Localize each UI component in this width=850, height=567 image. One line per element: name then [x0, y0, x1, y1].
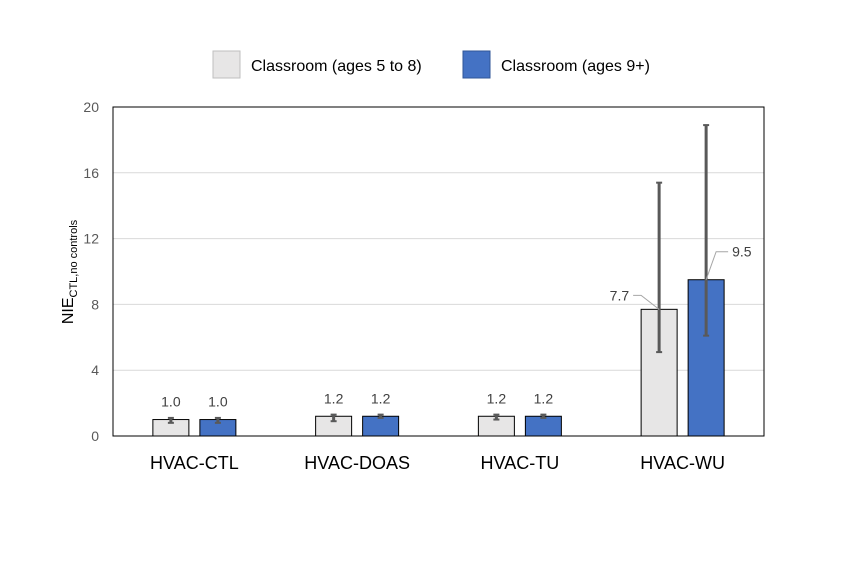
x-tick-label: HVAC-DOAS	[304, 453, 410, 473]
data-label-leader	[633, 294, 660, 310]
data-label: 1.0	[208, 394, 228, 410]
x-tick-label: HVAC-CTL	[150, 453, 239, 473]
data-label: 1.2	[487, 390, 507, 406]
legend: Classroom (ages 5 to 8) Classroom (ages 9…	[212, 50, 650, 79]
bar	[362, 415, 400, 437]
bars	[152, 279, 725, 437]
data-label: 9.5	[732, 244, 752, 260]
legend-swatch	[462, 50, 491, 79]
y-axis-label-subscript: CTL,no controls	[68, 219, 80, 297]
x-axis-ticks: HVAC-CTL HVAC-DOAS HVAC-TU HVAC-WU	[150, 453, 725, 473]
data-label: 1.2	[534, 390, 554, 406]
data-label: 1.2	[371, 390, 391, 406]
y-axis-ticks: 0 4 8 12 16 20	[83, 99, 99, 444]
y-tick-label: 12	[83, 231, 99, 247]
y-tick-label: 16	[83, 165, 99, 181]
y-tick-label: 20	[83, 99, 99, 115]
y-axis-label: NIECTL,no controls	[60, 219, 80, 324]
x-tick-label: HVAC-TU	[481, 453, 560, 473]
legend-swatch	[212, 50, 241, 79]
legend-label: Classroom (ages 5 to 8)	[251, 58, 422, 75]
y-axis-label-main: NIE	[60, 297, 77, 324]
data-label: 7.7	[610, 287, 630, 303]
plot-area-frame	[112, 106, 765, 437]
data-labels: 1.0 1.0 1.2 1.2 1.2 1.2 7.7 9.5	[161, 244, 752, 410]
bar	[524, 415, 562, 437]
y-tick-label: 4	[91, 362, 99, 378]
data-label: 1.2	[324, 390, 344, 406]
x-tick-label: HVAC-WU	[640, 453, 725, 473]
error-bars	[167, 124, 710, 424]
y-tick-label: 8	[91, 296, 99, 312]
data-label-leader	[705, 251, 729, 280]
y-tick-label: 0	[91, 428, 99, 444]
legend-label: Classroom (ages 9+)	[501, 58, 650, 75]
data-label: 1.0	[161, 394, 181, 410]
